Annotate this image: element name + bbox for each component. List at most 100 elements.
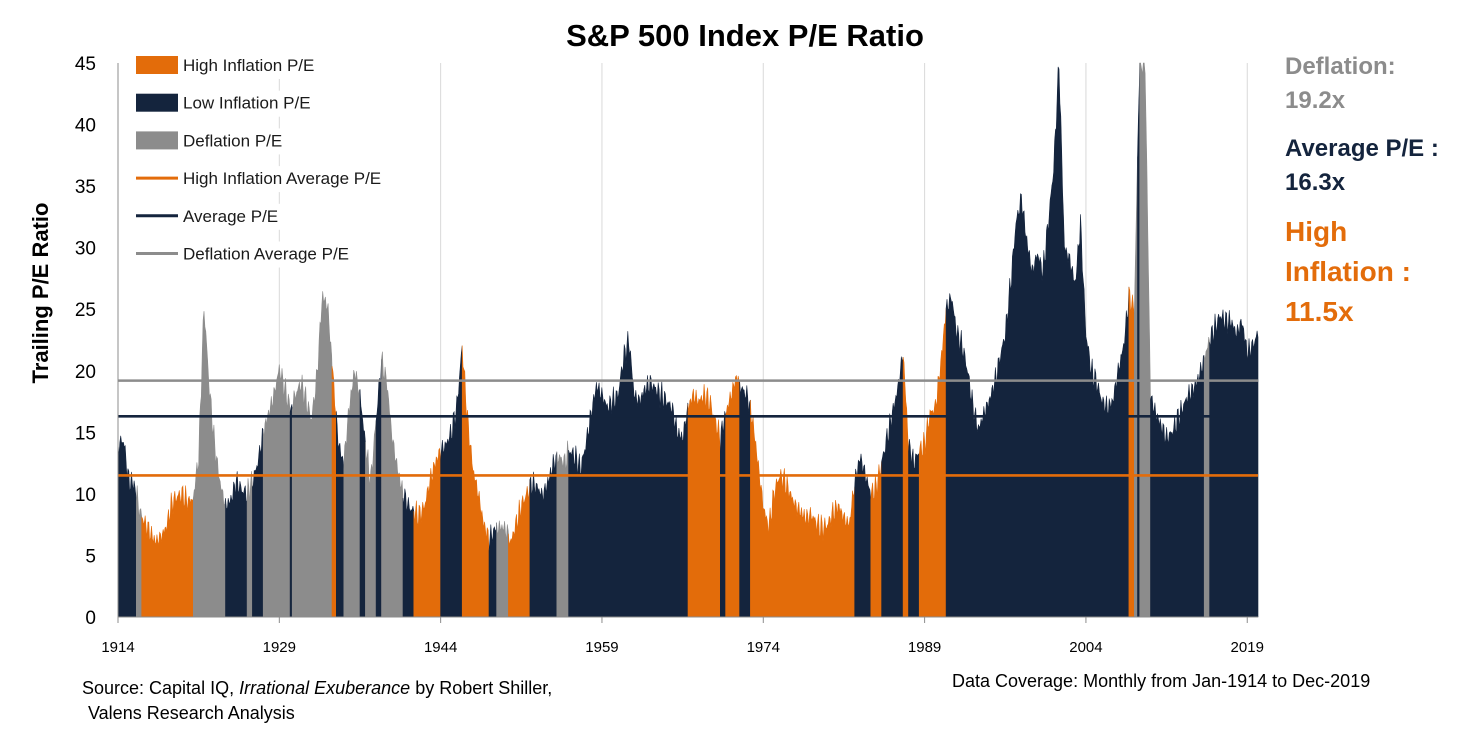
- legend-item: High Inflation P/E: [134, 53, 382, 79]
- legend-label: High Inflation P/E: [183, 56, 314, 75]
- pe-area-low: [252, 427, 264, 618]
- x-tick-label: 2004: [1069, 639, 1102, 656]
- pe-area-low: [1150, 355, 1205, 618]
- axes: 0 5 10 15 20 25 30 35 40 45 1914 1929 1944 1959 1974 19…: [75, 54, 1264, 656]
- pe-area-low: [1137, 62, 1140, 618]
- pe-area-low: [529, 451, 558, 618]
- pe-area-deflation: [496, 520, 509, 618]
- average-pe-callout: Average P/E : 16.3x: [1285, 132, 1439, 200]
- x-tick-label: 1944: [424, 639, 457, 656]
- pe-area-low: [375, 359, 382, 618]
- pe-area-low: [225, 471, 248, 618]
- pe-area-deflation: [246, 471, 253, 618]
- pe-area-deflation: [1203, 336, 1210, 618]
- y-tick-label: 5: [85, 546, 96, 567]
- pe-area-deflation: [1139, 62, 1151, 618]
- pe-area-low: [488, 522, 497, 618]
- legend-item: Deflation P/E: [134, 128, 382, 155]
- legend-swatch: [136, 56, 178, 74]
- legend-label: High Inflation Average P/E: [183, 169, 381, 188]
- pe-area-deflation: [136, 485, 142, 618]
- y-tick-label: 10: [75, 485, 96, 506]
- pe-area-low: [359, 389, 366, 618]
- y-tick-label: 0: [85, 608, 96, 629]
- legend-label: Average P/E: [183, 207, 278, 226]
- deflation-callout-label: Deflation:: [1285, 53, 1396, 80]
- legend-label: Low Inflation P/E: [183, 94, 311, 113]
- legend-item: High Inflation Average P/E: [134, 166, 382, 193]
- pe-area-high: [1128, 286, 1135, 618]
- y-tick-label: 45: [75, 54, 96, 75]
- y-tick-label: 30: [75, 239, 96, 260]
- pe-area-deflation: [262, 364, 291, 618]
- pe-area-deflation: [365, 420, 377, 618]
- x-tick-label: 1959: [585, 639, 618, 656]
- source-prefix: Source: Capital IQ,: [82, 678, 240, 698]
- pe-area-low: [739, 379, 751, 618]
- x-tick-label: 1929: [263, 639, 296, 656]
- pe-area-low: [117, 435, 137, 618]
- y-tick-label: 35: [75, 177, 96, 198]
- pe-area-low: [881, 356, 904, 618]
- deflation-average-callout: Deflation: 19.2x: [1285, 50, 1396, 118]
- source-note: Source: Capital IQ, Irrational Exuberanc…: [82, 676, 552, 726]
- pe-area-high: [508, 479, 531, 618]
- legend-swatch: [136, 93, 178, 112]
- chart-title: S&P 500 Index P/E Ratio: [566, 18, 924, 53]
- y-tick-label: 15: [75, 423, 96, 444]
- pe-area-low: [1209, 309, 1259, 618]
- x-tick-label: 1914: [101, 639, 134, 656]
- pe-area-deflation: [343, 370, 361, 618]
- y-tick-label: 25: [75, 300, 96, 321]
- inflation-callout-value: 11.5x: [1285, 296, 1354, 327]
- pe-area-high: [413, 447, 441, 618]
- data-coverage-note: Data Coverage: Monthly from Jan-1914 to …: [952, 671, 1371, 691]
- y-tick-label: 20: [75, 362, 96, 383]
- pe-area-high: [331, 366, 337, 618]
- inflation-callout-label-1: High: [1285, 216, 1348, 247]
- x-tick-label: 1974: [747, 639, 780, 656]
- pe-area-deflation: [193, 311, 226, 618]
- pe-areas: [117, 62, 1259, 618]
- pe-area-low: [568, 331, 689, 618]
- pe-area-high: [687, 384, 721, 618]
- pe-area-low: [289, 404, 293, 618]
- pe-area-low: [402, 488, 415, 618]
- y-axis-title: Trailing P/E Ratio: [28, 203, 53, 384]
- y-tick-label: 40: [75, 116, 96, 137]
- high-inflation-callout: High Inflation : 11.5x: [1285, 212, 1411, 332]
- legend-item: Average P/E: [134, 203, 382, 230]
- pe-area-high: [918, 308, 947, 618]
- legend-label: Deflation P/E: [183, 131, 282, 150]
- inflation-callout-label-2: Inflation :: [1285, 256, 1411, 287]
- legend-item: Low Inflation P/E: [134, 90, 382, 117]
- pe-area-high: [750, 399, 855, 618]
- pe-area-low: [854, 453, 872, 618]
- pe-area-high: [461, 345, 490, 618]
- pe-area-high: [902, 356, 909, 618]
- pe-area-deflation: [381, 351, 404, 618]
- pe-area-low: [336, 411, 345, 618]
- pe-area-high: [141, 485, 194, 618]
- pe-area-high: [870, 461, 882, 618]
- pe-area-low: [908, 438, 920, 618]
- legend-swatch: [136, 131, 178, 150]
- source-book-title: Irrational Exuberance: [239, 678, 411, 698]
- pe-area-deflation: [556, 440, 569, 618]
- legend-label: Deflation Average P/E: [183, 245, 349, 264]
- legend-item: Deflation Average P/E: [134, 241, 382, 268]
- legend: High Inflation P/E Low Inflation P/E Defla…: [134, 53, 382, 268]
- x-tick-label: 1989: [908, 639, 941, 656]
- pe-area-deflation: [291, 291, 333, 618]
- average-callout-label: Average P/E :: [1285, 135, 1439, 162]
- pe-area-low: [720, 411, 726, 618]
- average-lines: [118, 379, 1258, 477]
- average-callout-value: 16.3x: [1285, 169, 1346, 196]
- source-line-2: Valens Research Analysis: [88, 703, 295, 723]
- pe-area-low: [440, 345, 463, 618]
- pe-area-high: [725, 374, 740, 618]
- deflation-callout-value: 19.2x: [1285, 87, 1346, 114]
- source-suffix: by Robert Shiller,: [410, 678, 553, 698]
- pe-area-deflation: [1134, 156, 1138, 618]
